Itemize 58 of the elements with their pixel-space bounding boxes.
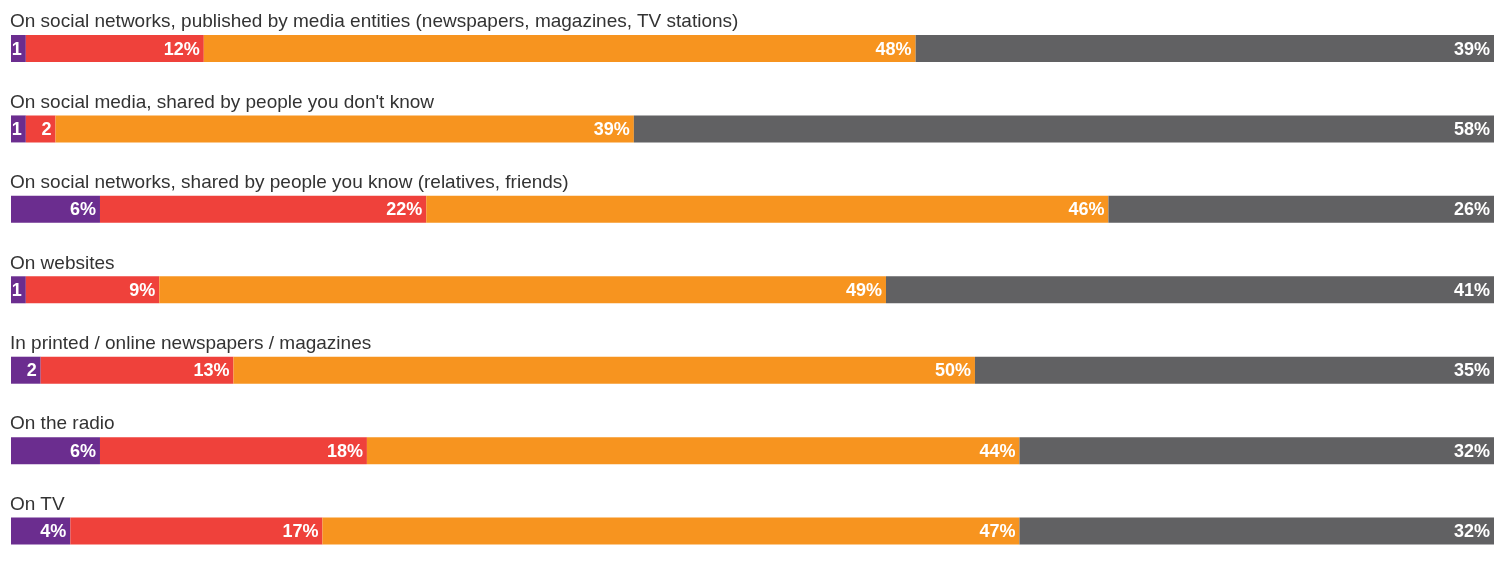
data-label: 35% (1453, 360, 1490, 381)
bar (366, 437, 1020, 465)
bar (1019, 437, 1494, 465)
bar (1019, 517, 1494, 545)
bar (11, 195, 100, 223)
data-label: 58% (1453, 118, 1490, 139)
data-label: 1 (11, 38, 22, 59)
y-tick-label: On social networks, published by media entities (newspapers, magazines, TV stations) (10, 10, 739, 32)
bar (974, 356, 1494, 384)
data-label: 39% (1453, 38, 1490, 59)
data-label: 4% (40, 521, 67, 542)
data-label: 26% (1453, 199, 1490, 220)
y-tick-label: In printed / online newspapers / magazines (10, 331, 372, 353)
data-label: 39% (593, 118, 630, 139)
data-label: 2 (26, 360, 37, 381)
data-label: 9% (129, 279, 156, 300)
bar (40, 356, 234, 384)
bar (99, 195, 427, 223)
data-label: 50% (934, 360, 971, 381)
data-label: 44% (979, 440, 1016, 461)
data-label: 47% (979, 521, 1016, 542)
bar (99, 437, 367, 465)
bar (915, 35, 1494, 62)
bar (633, 115, 1494, 143)
data-label: 13% (193, 360, 230, 381)
bar (55, 115, 634, 143)
data-label: 6% (69, 199, 96, 220)
bar (159, 276, 886, 304)
bar (426, 195, 1109, 223)
data-label: 32% (1453, 440, 1490, 461)
data-label: 41% (1453, 279, 1490, 300)
data-label: 1 (11, 118, 22, 139)
data-label: 49% (845, 279, 882, 300)
data-label: 6% (69, 440, 96, 461)
y-tick-label: On websites (10, 251, 115, 273)
bar (1108, 195, 1494, 223)
bar (885, 276, 1494, 304)
data-label: 32% (1453, 521, 1490, 542)
bar (70, 517, 323, 545)
data-label: 12% (163, 38, 200, 59)
bar (11, 437, 100, 465)
y-tick-label: On social networks, shared by people you know (relatives, friends) (10, 171, 569, 193)
y-tick-label: On social media, shared by people you don't know (10, 90, 435, 112)
bar (25, 35, 204, 62)
bar (322, 517, 1020, 545)
bar (11, 356, 41, 384)
data-label: 22% (386, 199, 423, 220)
y-tick-label: On TV (10, 492, 65, 514)
bar (233, 356, 975, 384)
data-label: 2 (41, 118, 52, 139)
y-tick-label: On the radio (10, 412, 115, 434)
bar (203, 35, 916, 62)
bar (25, 276, 160, 304)
data-label: 46% (1068, 199, 1105, 220)
data-label: 48% (875, 38, 912, 59)
data-label: 17% (282, 521, 319, 542)
data-label: 18% (326, 440, 363, 461)
data-label: 1 (11, 279, 22, 300)
